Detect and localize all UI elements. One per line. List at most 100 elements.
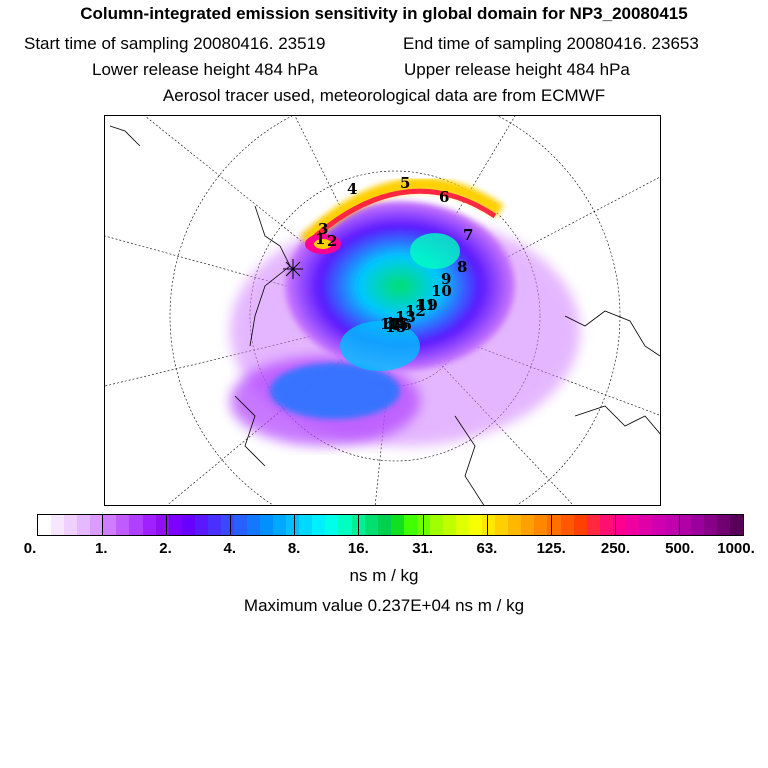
colorbar-cell (625, 515, 639, 535)
colorbar-cell (168, 515, 182, 535)
colorbar-cell (377, 515, 391, 535)
colorbar-divider (422, 515, 424, 535)
colorbar-cell (103, 515, 117, 535)
colorbar-cell (573, 515, 587, 535)
plume-field (230, 177, 580, 446)
day-marker: 18 (385, 318, 406, 336)
colorbar-tick-label: 500. (665, 540, 695, 557)
colorbar-cell (155, 515, 169, 535)
colorbar-cell (442, 515, 456, 535)
day-marker: 12 (405, 302, 426, 320)
colorbar-cell (390, 515, 404, 535)
colorbar-cell (351, 515, 365, 535)
colorbar-divider (614, 515, 616, 535)
colorbar-cell (247, 515, 261, 535)
colorbar-cell (456, 515, 470, 535)
colorbar-cell (312, 515, 326, 535)
colorbar-divider (678, 515, 680, 535)
colorbar-tick-label: 16. (347, 540, 369, 557)
day-marker: 8 (457, 258, 467, 276)
day-marker: 5 (400, 174, 410, 192)
release-site-marker (283, 259, 303, 279)
colorbar-cell (651, 515, 665, 535)
colorbar-cell (534, 515, 548, 535)
max-value-label: Maximum value 0.237E+04 ns m / kg (243, 596, 525, 615)
map-panel: 1 2 3 4 5 6 7 8 9 10 11 12 13 14 15 16 17 18 19 (104, 115, 661, 506)
colorbar-tick-label: 1000. (717, 540, 755, 557)
day-marker: 19 (417, 296, 438, 314)
colorbar-tick-label: 31. (412, 540, 434, 557)
colorbar-cell (612, 515, 626, 535)
colorbar-cell (482, 515, 496, 535)
colorbar-tick-label: 63. (476, 540, 498, 557)
colorbar-cell (429, 515, 443, 535)
colorbar-cell (586, 515, 600, 535)
colorbar-tick-label: 125. (536, 540, 566, 557)
colorbar-divider (358, 515, 360, 535)
start-time-label: Start time of sampling 20080416. 23519 (24, 34, 326, 53)
colorbar-cell (495, 515, 509, 535)
day-marker: 3 (318, 220, 328, 238)
day-marker: 17 (380, 315, 401, 333)
day-marker: 13 (395, 308, 416, 326)
colorbar-cell (64, 515, 78, 535)
colorbar-cell (717, 515, 731, 535)
colorbar-cell (508, 515, 522, 535)
day-marker: 11 (415, 296, 436, 314)
colorbar-cell (116, 515, 130, 535)
colorbar-tick-label: 250. (600, 540, 631, 557)
colorbar-tick-label: 1. (95, 540, 108, 557)
colorbar-cell (338, 515, 352, 535)
colorbar-divider (102, 515, 104, 535)
colorbar-cell (260, 515, 274, 535)
lower-release-label: Lower release height 484 hPa (92, 60, 318, 79)
colorbar-cell (77, 515, 91, 535)
colorbar-cell (521, 515, 535, 535)
colorbar-cell (547, 515, 561, 535)
colorbar-cell (51, 515, 65, 535)
colorbar-cell (181, 515, 195, 535)
colorbar-cell (325, 515, 339, 535)
day-marker: 7 (463, 226, 473, 244)
colorbar-tick-label: 4. (223, 540, 237, 557)
day-marker: 1 (315, 230, 325, 248)
colorbar-cell (599, 515, 613, 535)
colorbar-cell (704, 515, 718, 535)
upper-release-label: Upper release height 484 hPa (404, 60, 630, 79)
colorbar-cell (691, 515, 705, 535)
day-marker: 14 (385, 314, 406, 332)
colorbar-divider (294, 515, 296, 535)
day-marker: 9 (441, 270, 451, 288)
colorbar-divider (166, 515, 168, 535)
colorbar-cell (469, 515, 483, 535)
day-marker: 10 (431, 282, 452, 300)
colorbar-cell (665, 515, 679, 535)
colorbar-cell (560, 515, 574, 535)
colorbar-cell (364, 515, 378, 535)
colorbar-cell (678, 515, 692, 535)
colorbar-tick-label: 2. (159, 540, 172, 557)
colorbar-cell (638, 515, 652, 535)
colorbar-cell (129, 515, 143, 535)
day-marker: 4 (347, 180, 357, 198)
colorbar-cell (220, 515, 234, 535)
colorbar-cell (730, 515, 744, 535)
colorbar-cell (38, 515, 52, 535)
colorbar-cell (207, 515, 221, 535)
colorbar-tick-label: 8. (287, 540, 301, 557)
colorbar-cell (299, 515, 313, 535)
colorbar-cell (286, 515, 300, 535)
day-marker: 2 (327, 232, 337, 250)
colorbar-cell (403, 515, 417, 535)
day-marker: 15 (388, 315, 409, 333)
colorbar-cell (142, 515, 156, 535)
colorbar-cell (90, 515, 104, 535)
colorbar-divider (230, 515, 232, 535)
day-marker: 16 (391, 316, 412, 334)
colorbar-divider (486, 515, 488, 535)
colorbar-cell (233, 515, 247, 535)
units-label: ns m / kg (349, 566, 419, 585)
colorbar-cell (273, 515, 287, 535)
colorbar-tick-label: 0. (23, 540, 37, 557)
